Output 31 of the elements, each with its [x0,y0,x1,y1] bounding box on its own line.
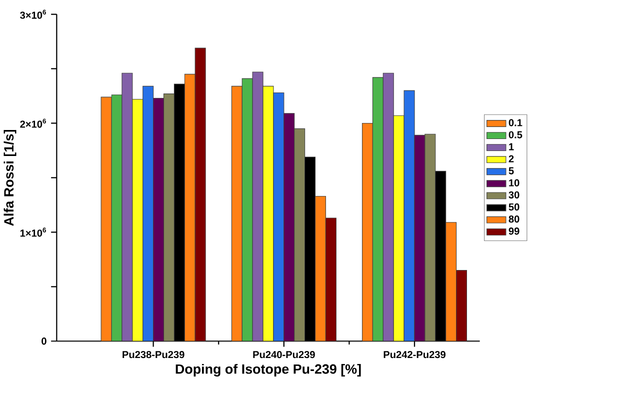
bar [304,156,316,342]
legend-label: 99 [508,228,520,235]
bar [435,171,446,342]
legend-label: 2 [508,155,514,162]
bar [404,90,415,342]
bar [122,72,133,342]
x-tick-label: Pu240-Pu239 [253,351,315,358]
legend-label: 80 [508,216,520,223]
legend-label: 50 [508,204,520,211]
x-tick-label: Pu238-Pu239 [122,351,184,358]
y-tick-label: 2×10$^{6}$ [20,118,46,128]
bar [252,72,264,342]
y-axis-title: Alfa Rossi [1/s] [4,130,16,226]
legend-label: 0.5 [508,131,522,138]
y-tick-label: 1×10$^{6}$ [20,228,46,237]
legend-label: 5 [508,167,514,174]
y-tick-label: 3×10$^{6}$ [20,10,46,19]
legend-label: 0.1 [508,119,522,126]
bar [142,86,154,342]
bar [446,222,457,342]
bar [174,84,185,342]
bar [382,72,394,342]
bar [314,196,326,342]
y-tick-label: 0 [42,338,46,345]
x-tick-label: Pu242-Pu239 [384,351,446,358]
x-axis-title: Doping of Isotope Pu-239 [%] [176,364,361,377]
bar [184,74,196,342]
legend-label: 1 [509,143,514,150]
bar [273,92,284,342]
legend-label: 10 [509,179,520,187]
legend-label: 30 [508,191,520,199]
